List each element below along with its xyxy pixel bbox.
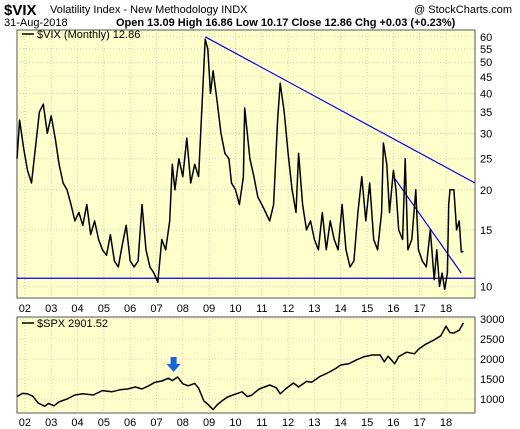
spx-x-tick-label: 15	[361, 417, 373, 429]
vix-y-tick-label: 20	[480, 185, 492, 197]
spx-x-tick-label: 10	[229, 417, 241, 429]
chart-symbol: $VIX	[4, 2, 37, 19]
vix-y-tick-label: 10	[480, 281, 492, 293]
vix-y-tick-label: 45	[480, 72, 492, 84]
vix-x-tick-label: 18	[440, 303, 452, 315]
spx-panel-background	[16, 316, 476, 414]
spx-x-tick-label: 06	[124, 417, 136, 429]
spx-price-line	[16, 322, 465, 411]
spx-y-tick-label: 3000	[480, 314, 504, 326]
spx-x-tick-label: 14	[335, 417, 347, 429]
vix-y-tick-label: 55	[480, 44, 492, 56]
spx-y-tick-label: 1000	[480, 394, 504, 406]
vix-x-tick-label: 16	[387, 303, 399, 315]
vix-legend: $VIX (Monthly) 12.86	[22, 29, 140, 41]
spx-gridlines	[17, 317, 475, 413]
vix-x-tick-label: 03	[45, 303, 57, 315]
spx-x-tick-label: 07	[150, 417, 162, 429]
spx-x-tick-label: 05	[98, 417, 110, 429]
spx-x-tick-label: 12	[282, 417, 294, 429]
spx-y-tick-label: 2500	[480, 334, 504, 346]
vix-x-tick-label: 13	[308, 303, 320, 315]
vix-x-tick-label: 05	[98, 303, 110, 315]
vix-y-tick-label: 60	[480, 32, 492, 44]
vix-x-tick-label: 09	[203, 303, 215, 315]
spx-x-tick-label: 17	[414, 417, 426, 429]
spx-x-tick-label: 11	[256, 417, 267, 429]
vix-x-tick-label: 06	[124, 303, 136, 315]
vix-y-tick-label: 50	[480, 57, 492, 69]
spx-legend: $SPX 2901.52	[22, 318, 108, 330]
spx-x-axis-labels: 02 03 04 05 06 07 08 09 10 11 12 13 14 15 16 17 18	[19, 417, 452, 429]
spx-x-tick-label: 08	[177, 417, 189, 429]
chart-date: 31-Aug-2018	[4, 17, 68, 29]
vix-x-tick-label: 10	[229, 303, 241, 315]
vix-x-tick-label: 14	[335, 303, 347, 315]
vix-y-tick-label: 30	[480, 128, 492, 140]
market-top-arrow	[166, 357, 181, 372]
vix-y-tick-label: 25	[480, 154, 492, 166]
vix-x-tick-label: 08	[177, 303, 189, 315]
chart-credit: @ StockCharts.com	[414, 4, 512, 16]
vix-x-tick-label: 04	[71, 303, 83, 315]
down-arrow-icon	[166, 357, 181, 372]
vix-y-tick-label: 40	[480, 88, 492, 100]
chart-name: Volatility Index - New Methodology INDX	[50, 4, 248, 16]
spx-y-tick-label: 1500	[480, 374, 504, 386]
vix-panel-background	[16, 29, 476, 299]
vix-price-line	[16, 38, 464, 290]
trendline	[204, 36, 476, 184]
spx-legend-label: $SPX 2901.52	[37, 318, 108, 330]
vix-x-tick-label: 15	[361, 303, 373, 315]
spx-x-tick-label: 18	[440, 417, 452, 429]
spx-x-tick-label: 02	[19, 417, 31, 429]
spx-x-tick-label: 13	[308, 417, 320, 429]
vix-x-tick-label: 07	[150, 303, 162, 315]
spx-x-tick-label: 03	[45, 417, 57, 429]
ohlc-summary: Open 13.09 High 16.86 Low 10.17 Close 12…	[116, 17, 456, 29]
spx-x-tick-label: 09	[203, 417, 215, 429]
spx-y-tick-label: 2000	[480, 354, 504, 366]
vix-x-tick-label: 12	[282, 303, 294, 315]
spx-y-axis-labels: 1000 1500 2000 2500 3000	[480, 314, 504, 406]
spx-x-tick-label: 16	[387, 417, 399, 429]
vix-x-tick-label: 17	[414, 303, 426, 315]
spx-x-tick-label: 04	[71, 417, 83, 429]
vix-y-tick-label: 15	[480, 225, 492, 237]
vix-y-tick-label: 35	[480, 107, 492, 119]
vix-legend-label: $VIX (Monthly) 12.86	[37, 29, 140, 41]
vix-x-tick-label: 02	[19, 303, 31, 315]
vix-x-tick-label: 11	[256, 303, 267, 315]
vix-x-axis-labels: 02 03 04 05 06 07 08 09 10 11 12 13 14 15 16 17 18	[19, 303, 452, 315]
